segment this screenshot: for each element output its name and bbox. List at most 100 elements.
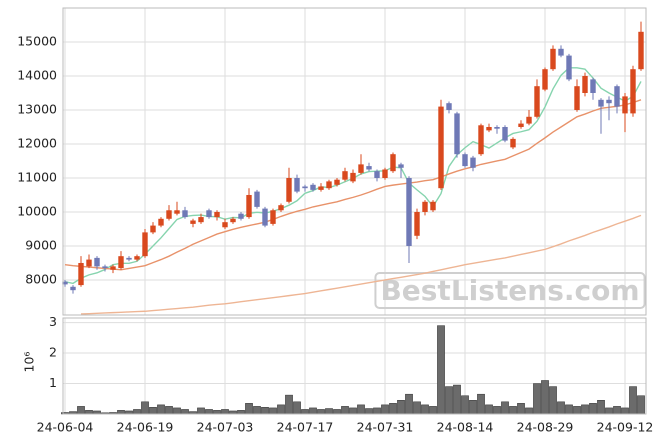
volume-bar (365, 408, 373, 415)
candle-body (462, 154, 468, 167)
candle-body (166, 210, 172, 219)
y-tick-label: 3 (49, 314, 57, 329)
candle-body (134, 256, 140, 260)
volume-bar (309, 407, 317, 415)
y-tick-label: 11000 (17, 169, 57, 184)
y-tick-label: 14000 (17, 67, 57, 82)
volume-bar (245, 403, 253, 415)
candle-body (230, 218, 236, 223)
plot-frame (62, 7, 647, 316)
volume-bar (317, 409, 325, 415)
candle-body (470, 157, 476, 168)
candle-body (286, 177, 292, 202)
candle-body (430, 201, 436, 211)
volume-bar (389, 403, 397, 415)
candle-body (150, 225, 156, 233)
candle-body (270, 210, 276, 224)
x-tick-label: 24-07-31 (357, 420, 414, 435)
candle-body (374, 171, 380, 178)
volume-bar (301, 409, 309, 415)
volume-bar (573, 406, 581, 415)
candle-body (638, 31, 644, 70)
volume-bar (477, 393, 485, 415)
volume-bar (77, 406, 85, 415)
y-tick-label: 9000 (25, 237, 57, 252)
volume-bar (613, 406, 621, 415)
candle-body (238, 213, 244, 219)
volume-bar (197, 407, 205, 415)
volume-bar (117, 410, 125, 415)
candle-body (414, 211, 420, 236)
candle-body (78, 262, 84, 286)
candle-body (294, 177, 300, 192)
volume-bar (357, 404, 365, 415)
candle-body (598, 99, 604, 107)
volume-bar (85, 410, 93, 415)
volume-bar (637, 395, 645, 415)
volume-bar (405, 393, 413, 415)
volume-bar (261, 407, 269, 415)
candle-body (318, 186, 324, 190)
volume-bar (509, 406, 517, 415)
candle-body (454, 113, 460, 155)
volume-bar (413, 401, 421, 415)
volume-bar (221, 409, 229, 415)
candle-body (574, 86, 580, 110)
moving-average-line (80, 214, 642, 315)
volume-bar (525, 407, 533, 415)
candle-body (262, 208, 268, 226)
candle-body (86, 259, 92, 267)
candle-body (542, 69, 548, 90)
y-tick-label: 12000 (17, 135, 57, 150)
candle-body (350, 172, 356, 182)
volume-bar (621, 407, 629, 415)
candle-body (174, 210, 180, 214)
volume-bar (333, 409, 341, 415)
volume-bar (397, 400, 405, 415)
volume-bar (581, 404, 589, 415)
y-tick-label: 15000 (17, 33, 57, 48)
candle-body (110, 266, 116, 270)
candle-body (206, 210, 212, 218)
volume-bar (437, 325, 445, 415)
candle-body (358, 164, 364, 173)
candle-body (126, 257, 132, 260)
y-tick-label: 1 (49, 375, 57, 390)
candle-body (502, 126, 508, 141)
volume-bar (285, 394, 293, 415)
candle-body (510, 138, 516, 148)
candle-body (302, 186, 308, 189)
volume-bar (165, 406, 173, 415)
x-tick-label: 24-06-04 (37, 420, 94, 435)
candle-body (70, 286, 76, 291)
candle-body (214, 211, 220, 218)
y-tick-label: 13000 (17, 101, 57, 116)
volume-bar (533, 383, 541, 415)
volume-bar (421, 404, 429, 415)
candle-body (142, 232, 148, 257)
x-tick-label: 24-08-14 (437, 420, 494, 435)
volume-bar (541, 380, 549, 415)
volume-bar (373, 407, 381, 415)
candle-body (550, 48, 556, 70)
candle-body (630, 69, 636, 114)
y-tick-label: 10000 (17, 203, 57, 218)
candle-body (94, 257, 100, 267)
watermark: BestListens.com (380, 274, 639, 307)
candle-body (518, 123, 524, 127)
x-tick-label: 24-07-03 (197, 420, 254, 435)
volume-bar (589, 403, 597, 415)
volume-bar (205, 409, 213, 415)
watermark-box (374, 272, 646, 309)
volume-bar (237, 410, 245, 415)
volume-bar (493, 406, 501, 415)
candle-body (254, 191, 260, 207)
x-tick-label: 24-08-29 (517, 420, 574, 435)
volume-bar (253, 406, 261, 415)
volume-bar (149, 407, 157, 415)
candle-body (342, 171, 348, 180)
candle-body (590, 79, 596, 93)
y-axis-label: 10⁶ (22, 352, 37, 373)
volume-bar (469, 400, 477, 415)
